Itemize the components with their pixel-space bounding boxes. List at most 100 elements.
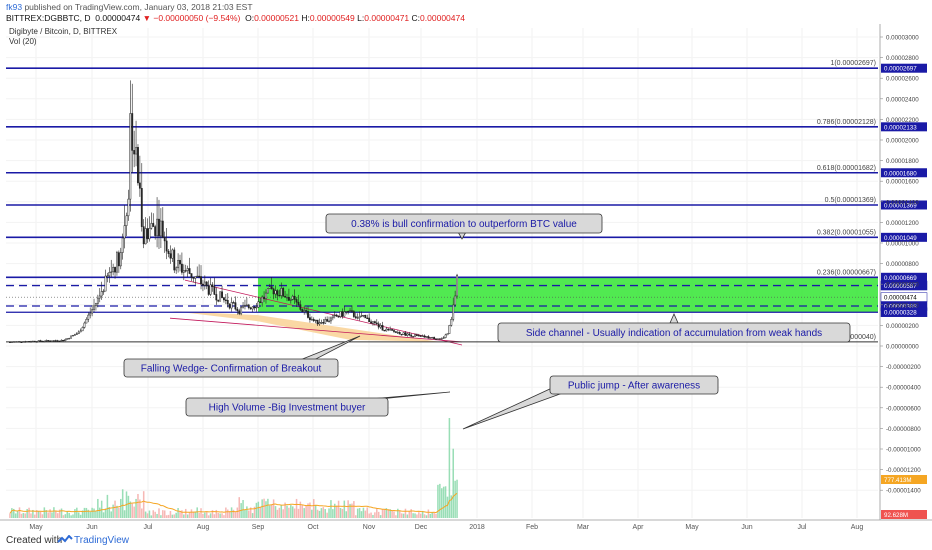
candle-body xyxy=(12,341,15,343)
candle-body xyxy=(309,317,311,320)
fib-price-tag xyxy=(881,232,927,242)
candle-body xyxy=(343,311,346,317)
wedge-lower-line xyxy=(169,317,463,343)
callout-box xyxy=(549,375,719,395)
volume-bar xyxy=(198,512,200,518)
y-tick-label: 0.00001800 xyxy=(886,158,919,165)
publish-info: published on TradingView.com, January 03… xyxy=(24,2,253,12)
volume-bar xyxy=(456,479,458,518)
volume-bar xyxy=(173,514,176,518)
candle-body xyxy=(438,338,441,340)
volume-bar xyxy=(290,505,292,518)
volume-bar xyxy=(427,509,430,518)
candle-body xyxy=(123,225,126,239)
candle-body xyxy=(219,291,222,302)
tradingview-logo-icon xyxy=(57,535,73,543)
tradingview-brand[interactable]: TradingView xyxy=(74,535,130,546)
volume-bar xyxy=(102,512,105,518)
fib-price-tag-text: 0.00002697 xyxy=(884,66,917,73)
price-tag-text: 0.00000328 xyxy=(884,310,917,317)
candle-body xyxy=(51,340,53,342)
candle-body xyxy=(312,319,315,321)
candle-body xyxy=(194,276,197,279)
volume-bar xyxy=(24,513,27,518)
volume-bar xyxy=(156,513,158,518)
volume-bar xyxy=(286,505,288,518)
fib-level-label: 0.382(0.00001055) xyxy=(817,229,876,236)
callout-text: High Volume -Big Investment buyer xyxy=(209,403,366,414)
candle-body xyxy=(165,240,168,252)
y-tick-label: 0.00002200 xyxy=(886,117,919,124)
fib-price-tag xyxy=(881,63,927,73)
candle-body xyxy=(85,319,88,324)
candle-body xyxy=(236,308,239,311)
volume-bar xyxy=(448,418,451,518)
volume-bar xyxy=(291,506,294,518)
volume-bar xyxy=(232,509,235,518)
candle-body xyxy=(224,299,227,301)
volume-bar xyxy=(257,501,260,518)
candle-body xyxy=(131,113,134,151)
candle-body xyxy=(450,319,453,326)
candle-body xyxy=(9,341,11,343)
candle-body xyxy=(22,341,25,343)
fib-level-label: 1(0.00002697) xyxy=(830,60,876,67)
candle-body xyxy=(358,316,361,318)
volume-bar xyxy=(194,511,197,518)
volume-bar xyxy=(28,507,30,518)
volume-bar xyxy=(452,448,454,518)
volume-bar xyxy=(244,509,246,518)
candle-body xyxy=(140,188,143,227)
volume-bar xyxy=(116,505,118,518)
candle-body xyxy=(307,310,309,318)
callout-box xyxy=(497,322,851,343)
price-tag-text: 0.00000474 xyxy=(884,295,917,302)
candle-body xyxy=(330,317,332,322)
volume-bar xyxy=(444,486,447,518)
volume-bar xyxy=(312,499,315,518)
candle-body xyxy=(75,333,78,335)
volume-bar xyxy=(169,511,172,518)
volume-bar xyxy=(91,507,93,518)
volume-bar xyxy=(184,508,187,518)
candle-body xyxy=(158,218,160,237)
candle-body xyxy=(387,328,390,331)
volume-bar xyxy=(70,515,72,518)
price-tag xyxy=(880,280,928,291)
candle-body xyxy=(383,329,386,332)
price-chart[interactable]: 1(0.00002697) 0.00002697 0.786(0.00002128)… xyxy=(0,24,932,532)
fib-price-tag-text: 0.00001049 xyxy=(884,235,917,242)
volume-bar xyxy=(11,508,13,518)
volume-bar xyxy=(339,508,342,518)
volume-bar xyxy=(255,502,258,518)
candle-body xyxy=(364,314,367,319)
callout-text: 0.38% is bull confirmation to outperform… xyxy=(351,219,577,230)
y-tick-label: 0.00001200 xyxy=(886,220,919,227)
author-link[interactable]: fk93 xyxy=(6,2,23,12)
volume-bar xyxy=(330,500,332,518)
candle-body xyxy=(211,284,214,287)
volume-bar xyxy=(200,508,202,518)
fib-price-tag xyxy=(881,168,927,178)
y-tick-label: 0.00003000 xyxy=(886,35,919,42)
volume-bar xyxy=(454,480,456,518)
candle-body xyxy=(240,306,243,315)
candle-body xyxy=(257,301,260,308)
volume-bar xyxy=(414,513,416,518)
candle-body xyxy=(291,295,294,300)
volume-bar xyxy=(435,513,437,518)
candle-body xyxy=(196,275,199,278)
volume-indicator-label: Vol (20) xyxy=(9,37,37,46)
volume-bar xyxy=(177,508,179,518)
candle-body xyxy=(96,297,99,304)
candle-body xyxy=(209,284,212,295)
candle-body xyxy=(135,147,137,155)
volume-bar xyxy=(408,511,411,518)
volume-bar xyxy=(175,512,177,518)
open-label: O: xyxy=(245,13,255,23)
volume-bar xyxy=(30,513,32,518)
price-tag-text: 0.00000587 xyxy=(884,283,917,290)
volume-bar xyxy=(95,510,97,518)
candle-body xyxy=(87,314,90,320)
volume-bar xyxy=(345,511,347,518)
